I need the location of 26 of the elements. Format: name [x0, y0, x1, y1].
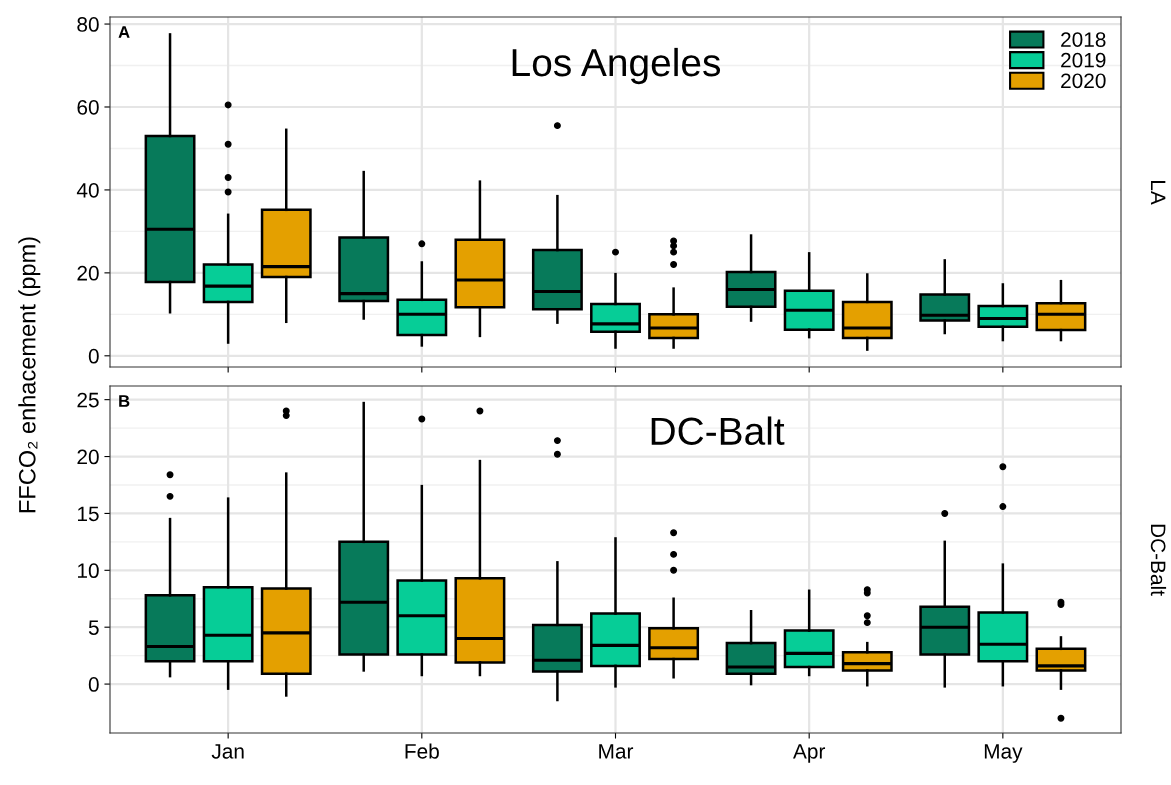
annotation: A: [118, 26, 130, 38]
y-tick-label: 0: [88, 677, 99, 692]
text: DC-Balt: [1150, 524, 1167, 596]
y-axis-title: FFCO₂ enhacement (ppm): [18, 237, 41, 513]
x-tick-label: Jan: [211, 744, 244, 759]
y-tick-label: 10: [78, 563, 99, 579]
y-tick-label: 20: [77, 449, 99, 465]
y-tick-label: 20: [77, 265, 99, 281]
x-tick-label: Apr: [793, 744, 826, 763]
legend-label: 2018: [1061, 32, 1106, 47]
annotation: DC-Balt: [651, 416, 785, 446]
y-tick-label: 60: [77, 99, 99, 115]
legend-label: 2020: [1061, 73, 1106, 89]
y-tick-label: 40: [76, 182, 99, 198]
annotation: Los Angeles: [512, 47, 721, 85]
y-tick-label: 0: [88, 348, 99, 364]
y-tick-label: 80: [77, 17, 99, 32]
y-tick-label: 5: [88, 620, 99, 635]
x-tick-label: Feb: [405, 743, 439, 759]
y-tick-label: 15: [78, 506, 99, 522]
legend-label: 2019: [1061, 52, 1106, 68]
x-tick-label: May: [984, 744, 1023, 763]
annotation: B: [119, 395, 130, 407]
x-tick-label: Mar: [599, 744, 634, 759]
text: LA: [1151, 180, 1166, 205]
y-tick-label: 25: [77, 392, 99, 408]
